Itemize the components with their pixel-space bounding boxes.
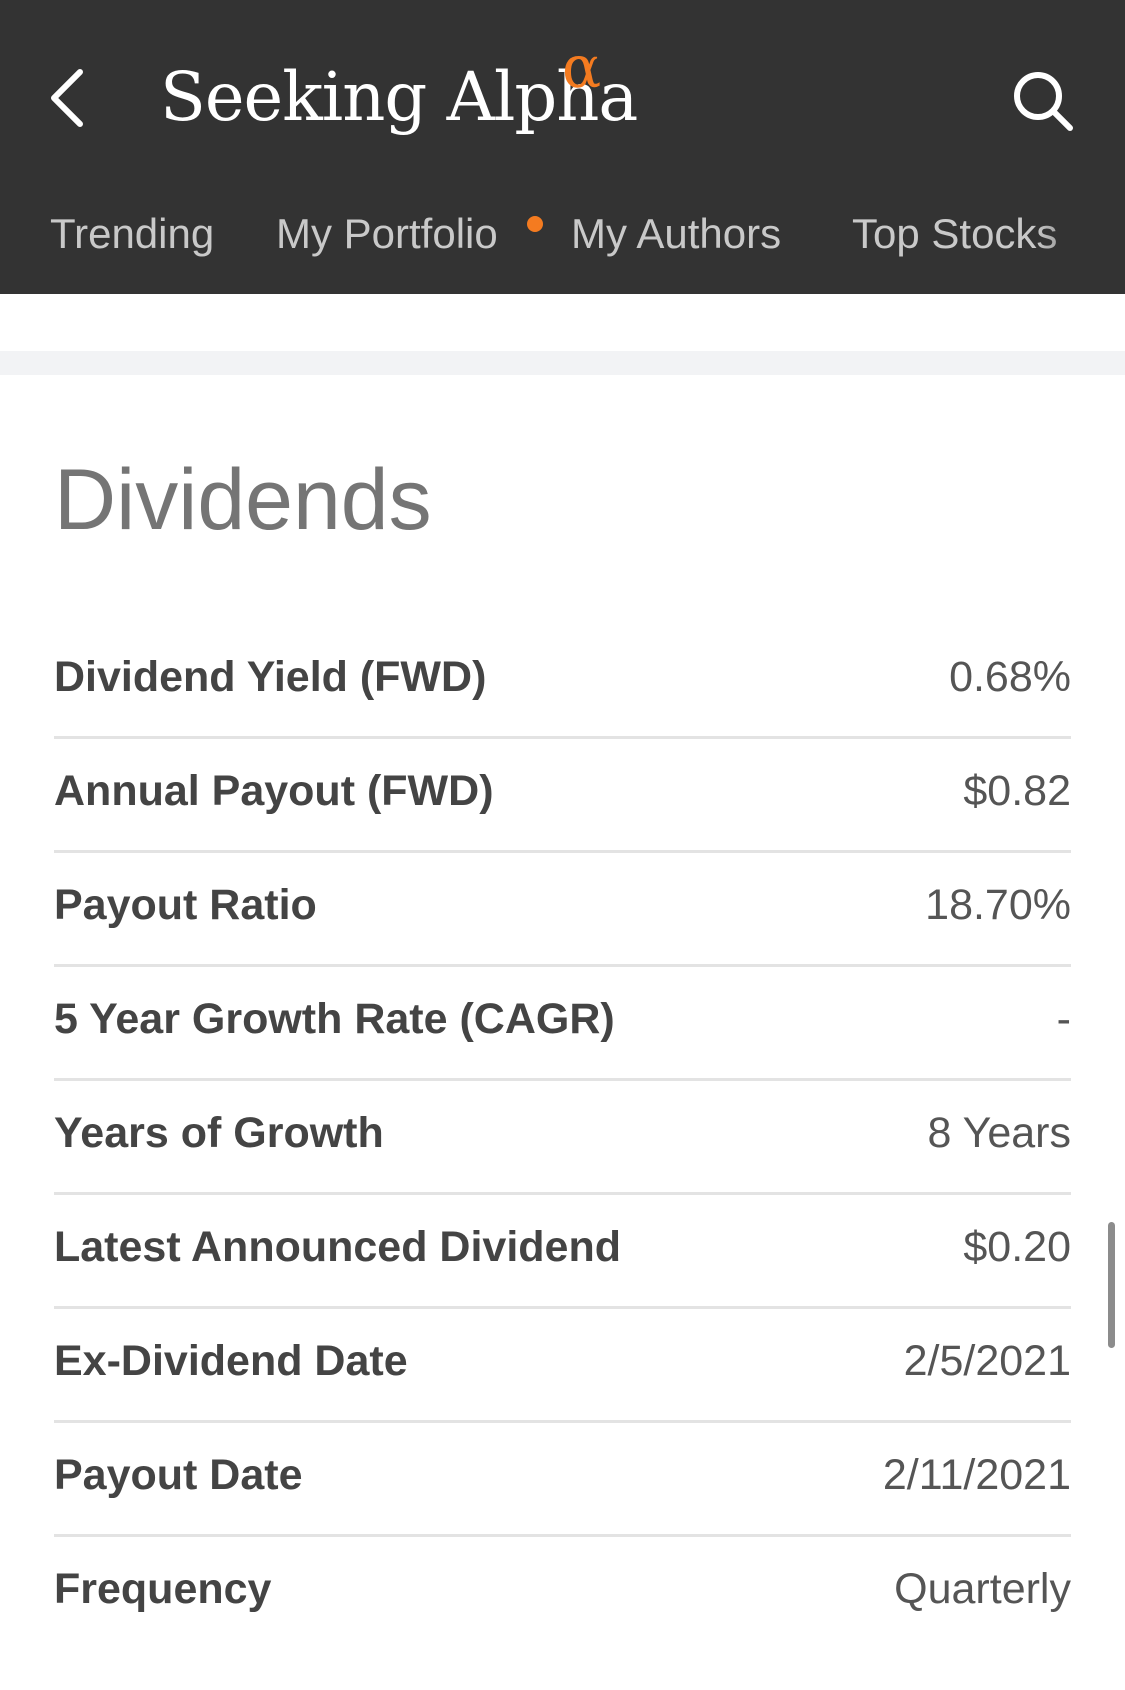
search-icon [1014, 72, 1073, 131]
stat-value: - [1056, 995, 1071, 1043]
dividend-stats-list: Dividend Yield (FWD) 0.68% Annual Payout… [54, 625, 1071, 1651]
back-button[interactable] [40, 58, 100, 138]
notification-dot [527, 216, 543, 232]
stat-row-payout-ratio: Payout Ratio 18.70% [54, 853, 1071, 967]
search-button[interactable] [1010, 68, 1076, 134]
stat-label: Dividend Yield (FWD) [54, 653, 487, 701]
stat-row-frequency: Frequency Quarterly [54, 1537, 1071, 1651]
stat-label: Latest Announced Dividend [54, 1223, 621, 1271]
section-title: Dividends [54, 452, 432, 548]
stat-value: Quarterly [894, 1565, 1071, 1613]
stat-value: 0.68% [949, 653, 1071, 701]
tab-my-authors[interactable]: My Authors [571, 210, 782, 257]
stat-row-years-of-growth: Years of Growth 8 Years [54, 1081, 1071, 1195]
tab-top-stocks[interactable]: Top Stocks [852, 210, 1058, 257]
stat-label: Years of Growth [54, 1109, 384, 1157]
stat-row-growth-rate: 5 Year Growth Rate (CAGR) - [54, 967, 1071, 1081]
stat-row-payout-date: Payout Date 2/11/2021 [54, 1423, 1071, 1537]
stat-value: 18.70% [925, 881, 1071, 929]
scrollbar[interactable] [1108, 1222, 1115, 1348]
alpha-logo-mark: α [562, 33, 602, 101]
stat-value: $0.20 [963, 1223, 1071, 1271]
stat-label: Frequency [54, 1565, 272, 1613]
app-header: Seeking Alpha α Trending My Portfolio My… [0, 0, 1125, 294]
stat-label: Payout Ratio [54, 881, 317, 929]
section-divider [0, 351, 1125, 375]
tab-trending[interactable]: Trending [50, 210, 215, 257]
stat-row-annual-payout: Annual Payout (FWD) $0.82 [54, 739, 1071, 853]
stat-label: Annual Payout (FWD) [54, 767, 494, 815]
stat-row-dividend-yield: Dividend Yield (FWD) 0.68% [54, 625, 1071, 739]
stat-value: $0.82 [963, 767, 1071, 815]
stat-value: 2/11/2021 [882, 1451, 1071, 1499]
stat-label: Ex-Dividend Date [54, 1337, 408, 1385]
stat-row-latest-dividend: Latest Announced Dividend $0.20 [54, 1195, 1071, 1309]
tab-my-portfolio[interactable]: My Portfolio [276, 210, 498, 257]
chevron-left-icon [51, 69, 83, 127]
brand-logo: Seeking Alpha [160, 58, 638, 136]
nav-tabs: Trending My Portfolio My Authors Top Sto… [0, 204, 1125, 264]
stat-row-ex-dividend-date: Ex-Dividend Date 2/5/2021 [54, 1309, 1071, 1423]
stat-value: 8 Years [927, 1109, 1071, 1157]
stat-value: 2/5/2021 [903, 1337, 1071, 1385]
stat-label: 5 Year Growth Rate (CAGR) [54, 995, 615, 1043]
stat-label: Payout Date [54, 1451, 303, 1499]
